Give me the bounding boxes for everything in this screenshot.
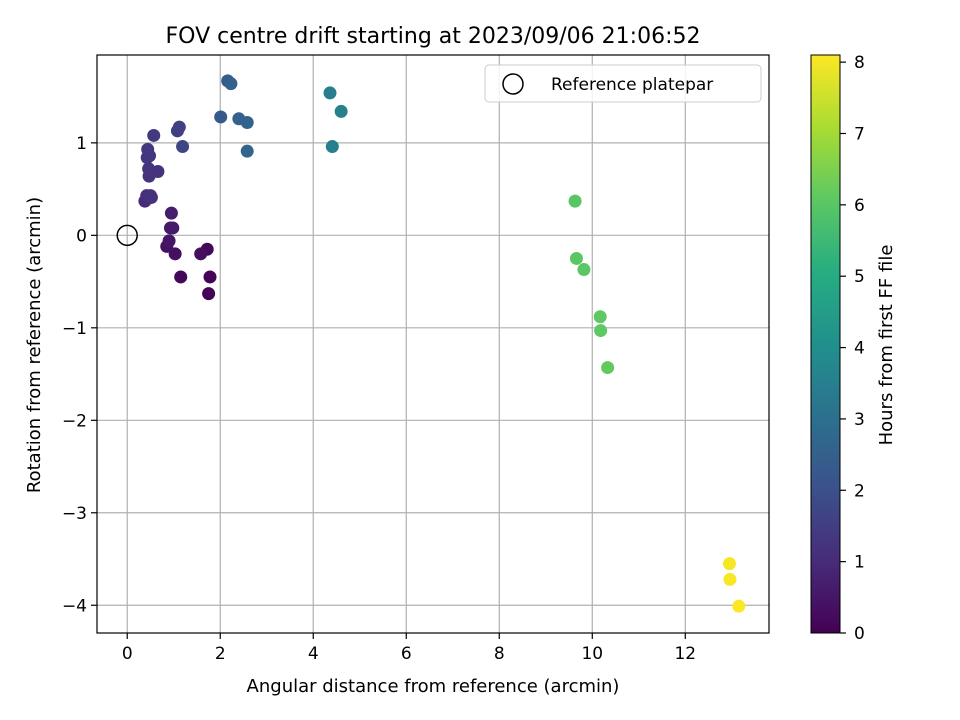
data-point <box>334 104 348 118</box>
data-point <box>176 140 190 154</box>
x-tick-label: 8 <box>494 644 505 664</box>
data-point <box>202 287 216 301</box>
colorbar-ticks: 0 1 2 3 4 5 6 7 8 <box>840 53 865 644</box>
colorbar-tick-label: 5 <box>854 267 865 287</box>
data-point <box>601 361 615 375</box>
data-point <box>240 144 254 158</box>
data-point <box>172 120 186 134</box>
y-tick-label: −2 <box>62 411 87 431</box>
plot-frame <box>96 54 770 634</box>
data-points <box>116 74 746 613</box>
colorbar-tick-label: 3 <box>854 410 865 430</box>
data-point <box>214 110 228 124</box>
colorbar-tick-label: 6 <box>854 196 865 216</box>
data-point <box>147 128 161 142</box>
y-tick-label: 0 <box>76 226 87 246</box>
colorbar-tick-label: 8 <box>854 53 865 73</box>
data-point <box>325 140 339 154</box>
data-point <box>174 270 188 284</box>
legend-label: Reference platepar <box>551 75 713 95</box>
x-axis-label: Angular distance from reference (arcmin) <box>247 676 620 697</box>
legend-marker <box>502 73 524 95</box>
x-tick-label: 0 <box>122 644 133 664</box>
data-point <box>141 142 155 156</box>
colorbar-tick-label: 0 <box>854 624 865 644</box>
data-point <box>143 189 157 203</box>
data-point <box>722 557 736 571</box>
colorbar-frame <box>810 54 841 634</box>
data-point <box>577 263 591 277</box>
y-tick-label: −3 <box>62 504 87 524</box>
colorbar-tick-label: 7 <box>854 124 865 144</box>
x-tick-label: 4 <box>308 644 319 664</box>
data-point <box>224 77 238 91</box>
y-axis-label: Rotation from reference (arcmin) <box>24 197 45 493</box>
data-point <box>323 86 337 100</box>
data-point <box>732 599 746 613</box>
colorbar-tick-label: 1 <box>854 553 865 573</box>
data-point <box>168 247 182 261</box>
colorbar-gradient <box>811 55 840 633</box>
x-tick-label: 12 <box>674 644 696 664</box>
x-tick-label: 10 <box>581 644 603 664</box>
legend-box <box>484 64 762 103</box>
y-tick-label: −4 <box>62 596 87 616</box>
data-point <box>194 247 208 261</box>
data-point <box>240 116 254 130</box>
data-point <box>203 270 217 284</box>
axis-ticks: 0 2 4 6 8 10 12 −4 −3 −2 −1 0 1 <box>62 134 696 664</box>
data-point <box>594 324 608 338</box>
x-tick-label: 6 <box>401 644 412 664</box>
legend: Reference platepar <box>484 64 762 103</box>
data-point <box>164 206 178 220</box>
data-point <box>142 162 156 176</box>
y-tick-label: 1 <box>76 134 87 154</box>
colorbar-tick-label: 4 <box>854 339 865 359</box>
data-point <box>723 572 737 586</box>
reference-platepar-marker <box>116 224 138 247</box>
data-point <box>162 234 176 248</box>
grid-lines <box>97 55 769 633</box>
data-point <box>569 251 583 265</box>
data-point <box>593 310 607 324</box>
data-point <box>568 194 582 208</box>
colorbar: 0 1 2 3 4 5 6 7 8 Hours from first FF file <box>810 53 897 644</box>
x-tick-label: 2 <box>215 644 226 664</box>
colorbar-tick-label: 2 <box>854 481 865 501</box>
y-tick-label: −1 <box>62 319 87 339</box>
data-point <box>166 221 180 235</box>
colorbar-label: Hours from first FF file <box>876 245 897 446</box>
chart-title: FOV centre drift starting at 2023/09/06 … <box>166 24 701 49</box>
